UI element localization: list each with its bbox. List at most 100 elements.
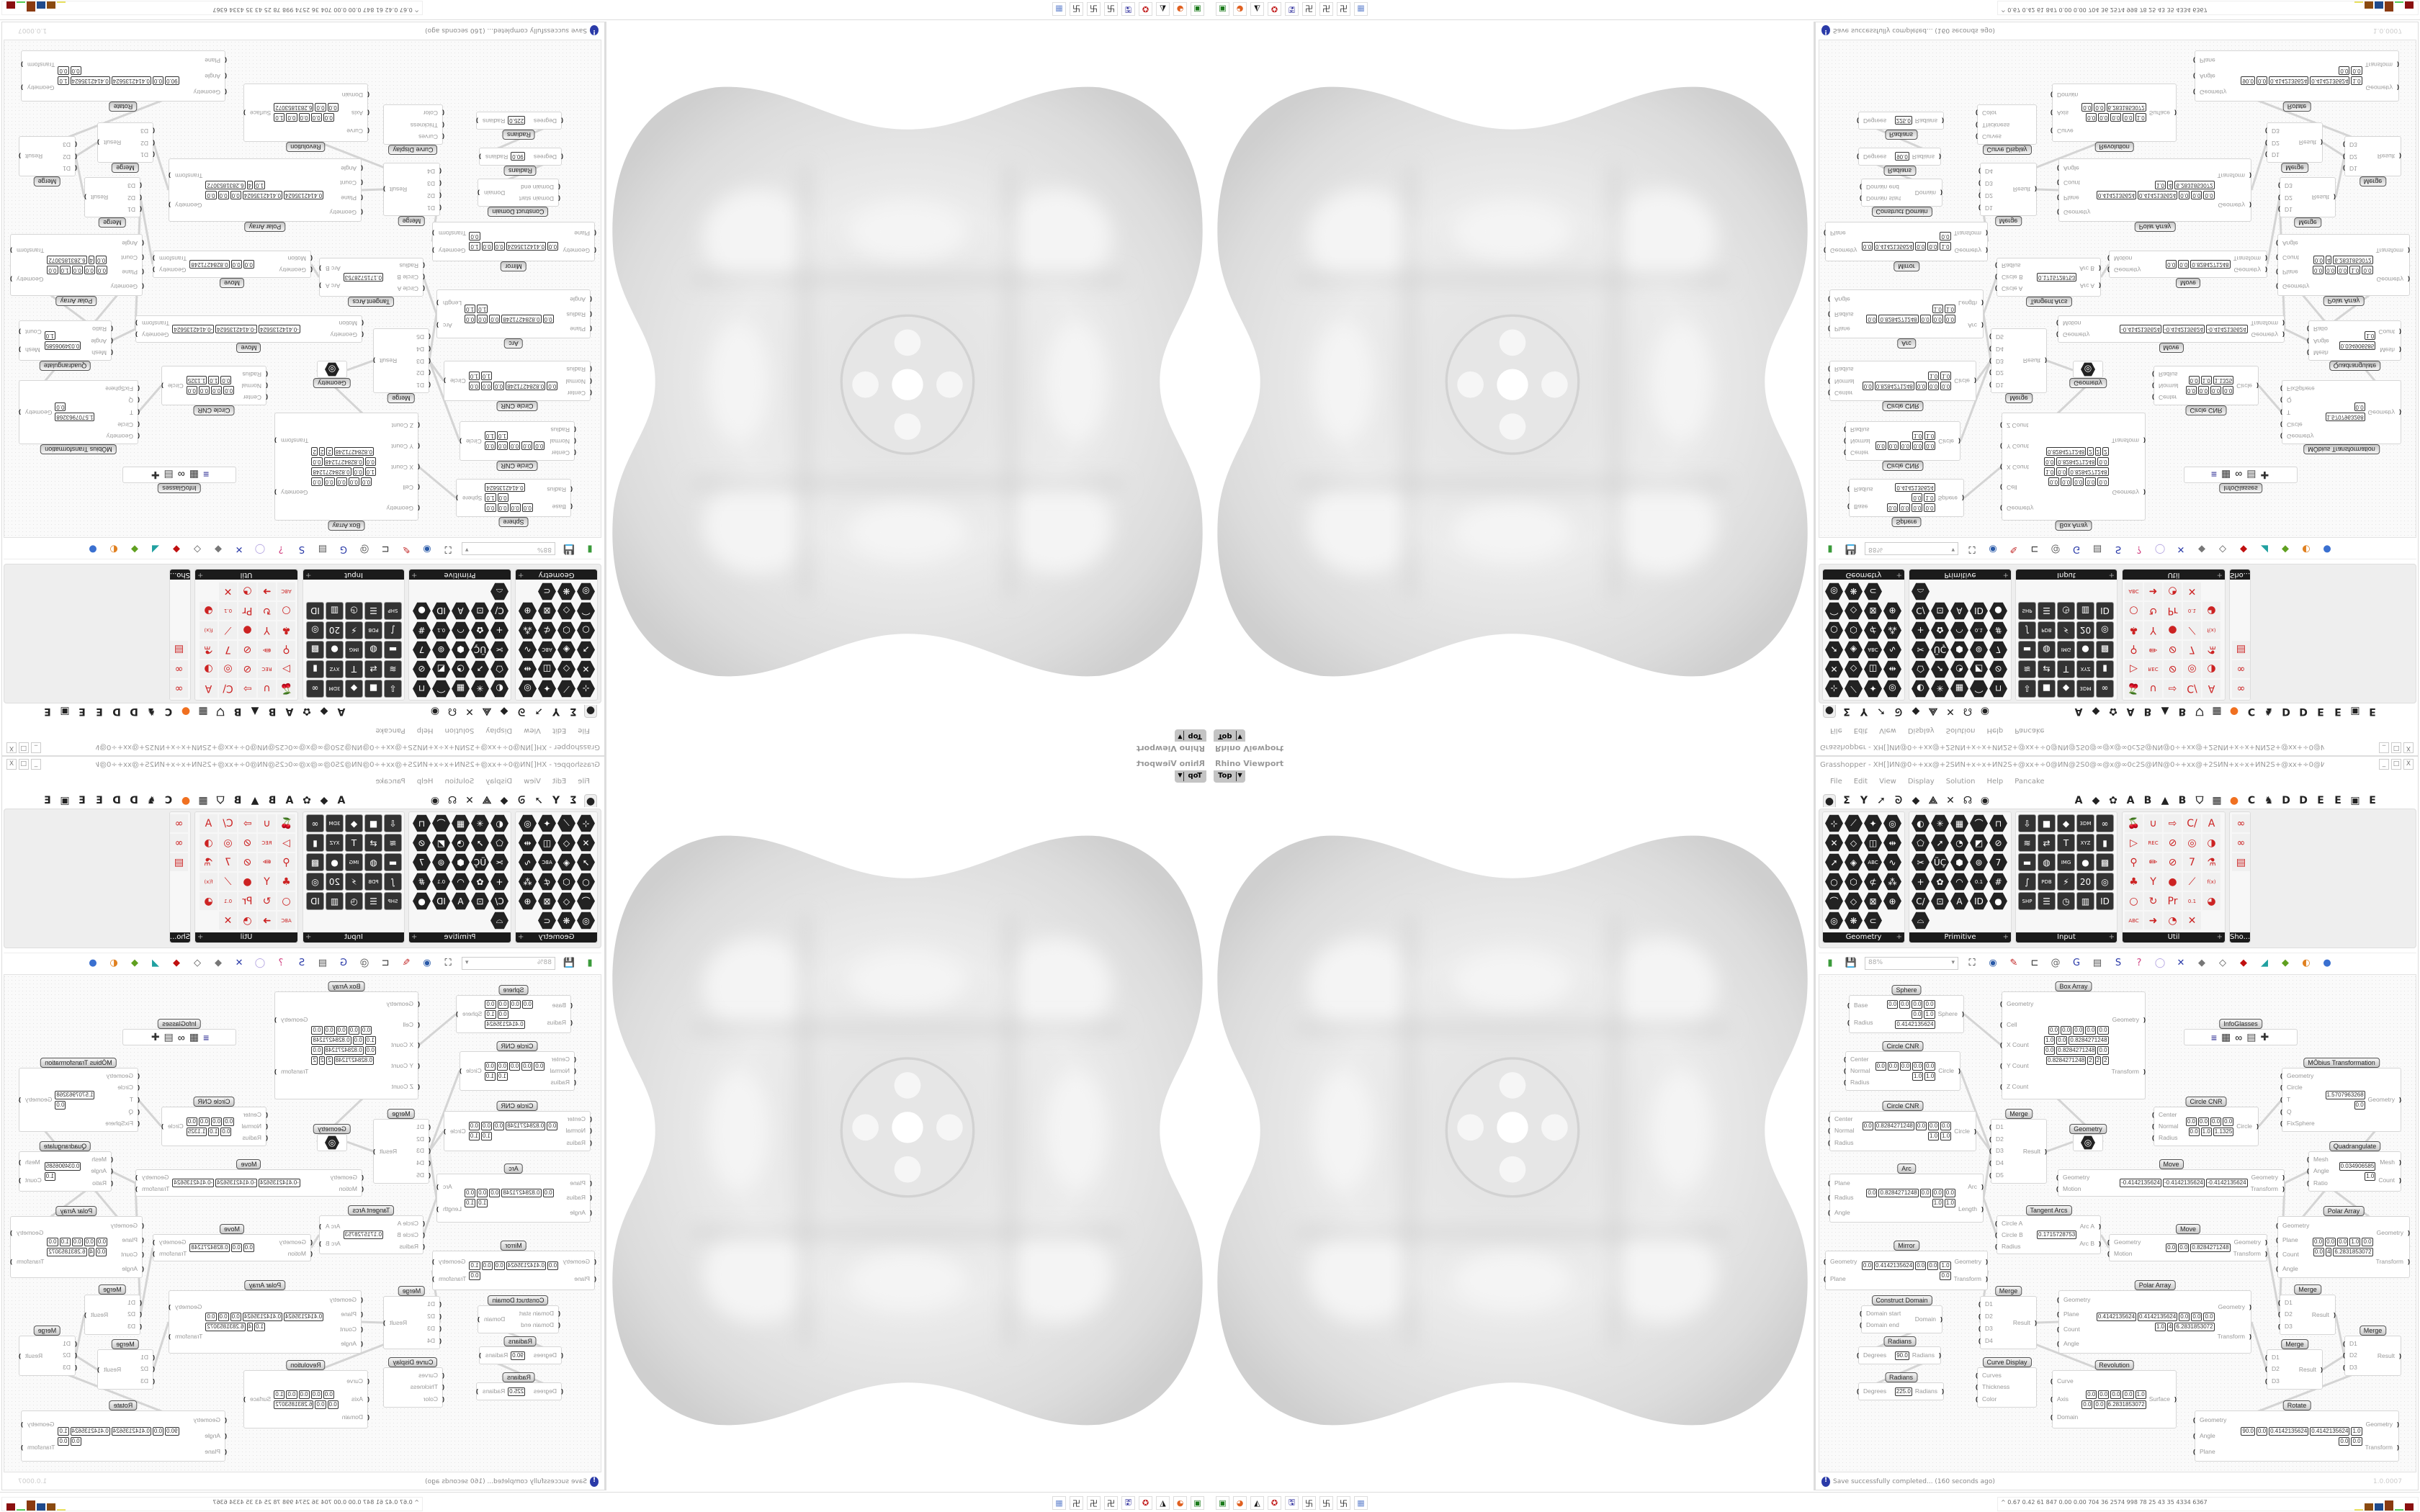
output-port[interactable]: Arc B xyxy=(2079,265,2094,273)
component-icon[interactable]: ◎ xyxy=(219,660,237,678)
component-icon[interactable]: ✦ xyxy=(1864,814,1882,832)
node-merge[interactable]: D1D2D3D4D5Result xyxy=(373,1119,429,1184)
app-icon[interactable]: 卐 xyxy=(1302,1496,1316,1510)
input-port[interactable]: Center xyxy=(242,1111,261,1119)
input-port[interactable]: D2 xyxy=(416,1135,424,1143)
value-field[interactable]: 0.0 xyxy=(2097,477,2109,486)
input-port[interactable]: D2 xyxy=(2349,153,2357,161)
node-title[interactable]: Tangent Arcs xyxy=(348,1205,395,1215)
input-port[interactable]: Plane xyxy=(330,194,357,202)
input-port[interactable]: Geometry xyxy=(2107,1238,2141,1246)
component-icon[interactable]: ⟋ xyxy=(2183,873,2201,891)
input-port[interactable]: Axis xyxy=(342,109,363,117)
tab-icon[interactable]: Σ xyxy=(1843,795,1850,806)
wire[interactable] xyxy=(1975,1130,1992,1152)
component-icon[interactable]: C/ xyxy=(2183,680,2201,698)
input-port[interactable]: Geometry xyxy=(2057,1296,2090,1304)
component-icon[interactable]: 20 xyxy=(2076,621,2094,639)
component-icon[interactable]: ⌒ xyxy=(1825,892,1843,910)
input-port[interactable]: Circle A xyxy=(2002,285,2023,293)
component-icon[interactable]: ⊘ xyxy=(2164,853,2182,871)
component-icon[interactable]: ➜ xyxy=(258,582,276,600)
component-icon[interactable]: ◇ xyxy=(557,892,575,910)
output-port[interactable]: Transform xyxy=(175,171,202,179)
value-field[interactable]: 0.0 xyxy=(2256,1426,2268,1436)
input-port[interactable]: D3 xyxy=(427,179,435,187)
value-field[interactable]: 0.0 xyxy=(508,441,521,451)
value-field[interactable]: 0.0 xyxy=(223,1117,235,1126)
input-port[interactable]: D4 xyxy=(1978,1337,1993,1345)
value-field[interactable]: 2 xyxy=(2102,1056,2109,1065)
value-field[interactable]: 1.0 xyxy=(44,331,55,340)
value-field[interactable]: 0.8284271248 xyxy=(2069,467,2109,476)
component-icon[interactable]: ✕ xyxy=(2183,582,2201,600)
value-field[interactable]: 4 xyxy=(2325,1248,2332,1256)
component-icon[interactable]: ◐ xyxy=(1912,814,1930,832)
new-file-icon[interactable]: ▮ xyxy=(1827,544,1833,554)
node-title[interactable]: Polar Array xyxy=(55,1206,97,1216)
input-port[interactable]: D3 xyxy=(2278,1323,2293,1331)
value-field[interactable]: 0.0 xyxy=(2048,1026,2060,1035)
value-field[interactable]: 1.0 xyxy=(469,1261,480,1270)
value-field[interactable]: 0.0 xyxy=(2351,1436,2362,1446)
value-field[interactable]: 0.0 xyxy=(58,66,69,76)
input-port[interactable]: Geometry xyxy=(2063,208,2090,216)
calculator-icon[interactable]: ▦ xyxy=(1354,2,1368,16)
value-field[interactable]: 0.0 xyxy=(348,1026,359,1035)
input-port[interactable]: Curve xyxy=(2051,1377,2078,1385)
value-field[interactable]: 90.0 xyxy=(1895,1351,1909,1360)
value-field[interactable]: 0.034906585 xyxy=(2339,1162,2376,1171)
component-icon[interactable]: ⬠ xyxy=(490,834,508,852)
node-title[interactable]: Merge xyxy=(2294,1284,2321,1295)
component-icon[interactable]: ⊂ xyxy=(1864,912,1882,930)
glasses-icon[interactable]: ∞ xyxy=(177,469,185,481)
tab-icon[interactable]: ◆ xyxy=(320,795,328,806)
tab-icon[interactable]: Y xyxy=(1860,795,1868,806)
sketch-icon[interactable]: ✎ xyxy=(402,544,411,554)
app-icon[interactable]: 卐 xyxy=(1337,1496,1350,1510)
value-field[interactable]: 0.0 xyxy=(70,1436,81,1446)
app-icon[interactable]: 卐 xyxy=(1337,2,1350,16)
component-icon[interactable]: ∫ xyxy=(384,873,402,891)
component-icon[interactable]: ◇ xyxy=(557,834,575,852)
value-field[interactable]: 0.0 xyxy=(71,1238,83,1246)
node-title[interactable]: Geometry xyxy=(313,1124,351,1134)
node-move[interactable]: GeometryMotion-0.4142135624-0.4142135624… xyxy=(135,315,362,343)
component-icon[interactable]: ⚲ xyxy=(2125,641,2143,659)
value-field[interactable]: -0.4142135624 xyxy=(2120,1179,2161,1187)
value-field[interactable]: 0.0 xyxy=(1924,999,1935,1009)
panel-icon[interactable]: ▤ xyxy=(2092,544,2102,554)
component-icon[interactable]: ○ xyxy=(577,621,595,639)
value-field[interactable]: 2 xyxy=(2087,1056,2094,1065)
value-field[interactable]: 0.0 xyxy=(1940,232,1951,241)
value-field[interactable]: 0.0 xyxy=(493,242,505,251)
component-icon[interactable]: ABC xyxy=(1864,641,1882,659)
value-field[interactable]: 1.0 xyxy=(477,305,488,313)
tab-icon[interactable]: ⛉ xyxy=(2195,706,2204,717)
tab-icon[interactable]: ⟁ xyxy=(1928,795,1938,806)
output-port[interactable]: Transform xyxy=(2218,1333,2252,1341)
tab-icon[interactable]: ▲ xyxy=(2161,706,2169,717)
input-port[interactable]: Geometry xyxy=(2280,1072,2315,1080)
node-infoglasses[interactable]: ≡ ▦ ∞ ▤ ✚ xyxy=(2184,1029,2298,1045)
value-field[interactable]: 0.0 xyxy=(2081,1400,2093,1409)
component-icon[interactable]: ⇹ xyxy=(519,834,537,852)
input-port[interactable]: D1 xyxy=(2285,205,2293,213)
menu-pancake[interactable]: Pancake xyxy=(375,726,405,734)
tray-chevron-icon[interactable]: ^ xyxy=(2001,1499,2008,1506)
view-dropdown[interactable]: Top ▼ xyxy=(1214,770,1245,783)
node-title[interactable]: Merge xyxy=(2281,1339,2308,1349)
node-circle-cnr[interactable]: CenterNormalRadius0.00.00.00.00.01.01.13… xyxy=(2154,366,2259,405)
output-port[interactable]: Radians xyxy=(485,1351,508,1359)
value-field[interactable]: 0.0 xyxy=(327,1400,339,1409)
output-port[interactable]: Sphere xyxy=(1938,494,1958,502)
tab-icon[interactable]: ◆ xyxy=(2092,706,2100,717)
value-field[interactable]: 0.0 xyxy=(47,266,58,274)
value-field[interactable]: 1.0 xyxy=(2349,266,2361,274)
output-port[interactable]: Transform xyxy=(2251,1185,2285,1193)
value-field[interactable]: 0.4142135624 xyxy=(283,1313,324,1321)
node-title[interactable]: Sphere xyxy=(498,517,529,527)
node-title[interactable]: Merge xyxy=(112,1339,139,1349)
component-icon[interactable]: ❋ xyxy=(557,912,575,930)
